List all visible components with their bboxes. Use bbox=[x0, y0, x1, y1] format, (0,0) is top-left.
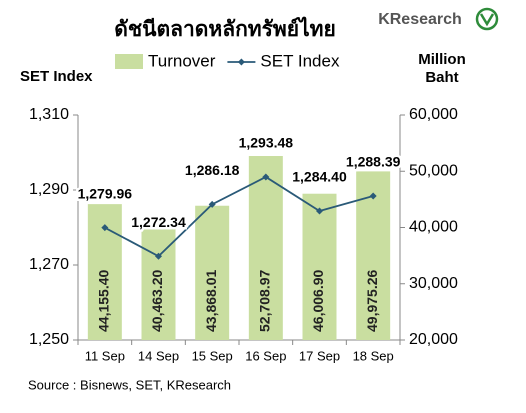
y-tick-label: 1,290 bbox=[29, 181, 69, 198]
bar bbox=[248, 156, 283, 340]
line-marker bbox=[101, 224, 109, 232]
x-tick-label: 15 Sep bbox=[192, 348, 233, 363]
line-marker bbox=[208, 200, 216, 208]
line-marker bbox=[155, 252, 162, 260]
source-note: Source : Bisnews, SET, KResearch bbox=[28, 377, 231, 392]
y-axis-label: SET Index bbox=[20, 68, 93, 85]
y2-tick-label: 40,000 bbox=[409, 219, 458, 236]
y2-axis-label: Million bbox=[418, 51, 466, 68]
legend-swatch bbox=[115, 54, 143, 69]
line-value-label: 1,272.34 bbox=[131, 214, 186, 230]
line-value-label: 1,288.39 bbox=[346, 154, 401, 170]
x-tick-label: 18 Sep bbox=[353, 348, 394, 363]
y-tick-label: 1,310 bbox=[29, 106, 69, 123]
y2-tick-label: 60,000 bbox=[409, 106, 458, 123]
bar-value-label: 46,006.90 bbox=[310, 270, 326, 332]
bar-value-label: 40,463.20 bbox=[149, 270, 165, 332]
line-marker bbox=[369, 192, 377, 200]
y2-tick-label: 50,000 bbox=[409, 162, 458, 179]
x-tick-label: 17 Sep bbox=[299, 348, 340, 363]
y2-tick-label: 20,000 bbox=[409, 331, 458, 348]
bar bbox=[302, 193, 337, 340]
bar-value-label: 52,708.97 bbox=[257, 270, 273, 332]
line-value-label: 1,279.96 bbox=[78, 185, 133, 201]
x-tick-label: 16 Sep bbox=[245, 348, 286, 363]
y-tick-label: 1,270 bbox=[29, 256, 69, 273]
y2-axis-label: Baht bbox=[425, 69, 458, 86]
legend-label: Turnover bbox=[148, 51, 216, 70]
line-value-label: 1,293.48 bbox=[239, 135, 294, 151]
x-tick-label: 11 Sep bbox=[85, 348, 125, 363]
y-tick-label: 1,250 bbox=[29, 331, 69, 348]
logo-icon bbox=[479, 13, 495, 27]
bar-value-label: 49,975.26 bbox=[364, 270, 380, 332]
legend-swatch bbox=[237, 58, 245, 66]
bar-value-label: 43,868.01 bbox=[203, 270, 219, 332]
line-value-label: 1,284.40 bbox=[292, 169, 347, 185]
line bbox=[104, 175, 374, 258]
line-marker bbox=[316, 207, 323, 215]
chart-title: ดัชนีตลาดหลักทรัพย์ไทย bbox=[114, 16, 336, 41]
x-tick-label: 14 Sep bbox=[138, 348, 179, 363]
line-value-label: 1,286.18 bbox=[185, 162, 240, 178]
legend-label: SET Index bbox=[260, 51, 340, 70]
bar-value-label: 44,155.40 bbox=[96, 270, 112, 332]
bar bbox=[195, 205, 230, 340]
line-marker bbox=[262, 173, 270, 181]
logo: KResearch bbox=[378, 11, 462, 28]
y2-tick-label: 30,000 bbox=[409, 275, 458, 292]
